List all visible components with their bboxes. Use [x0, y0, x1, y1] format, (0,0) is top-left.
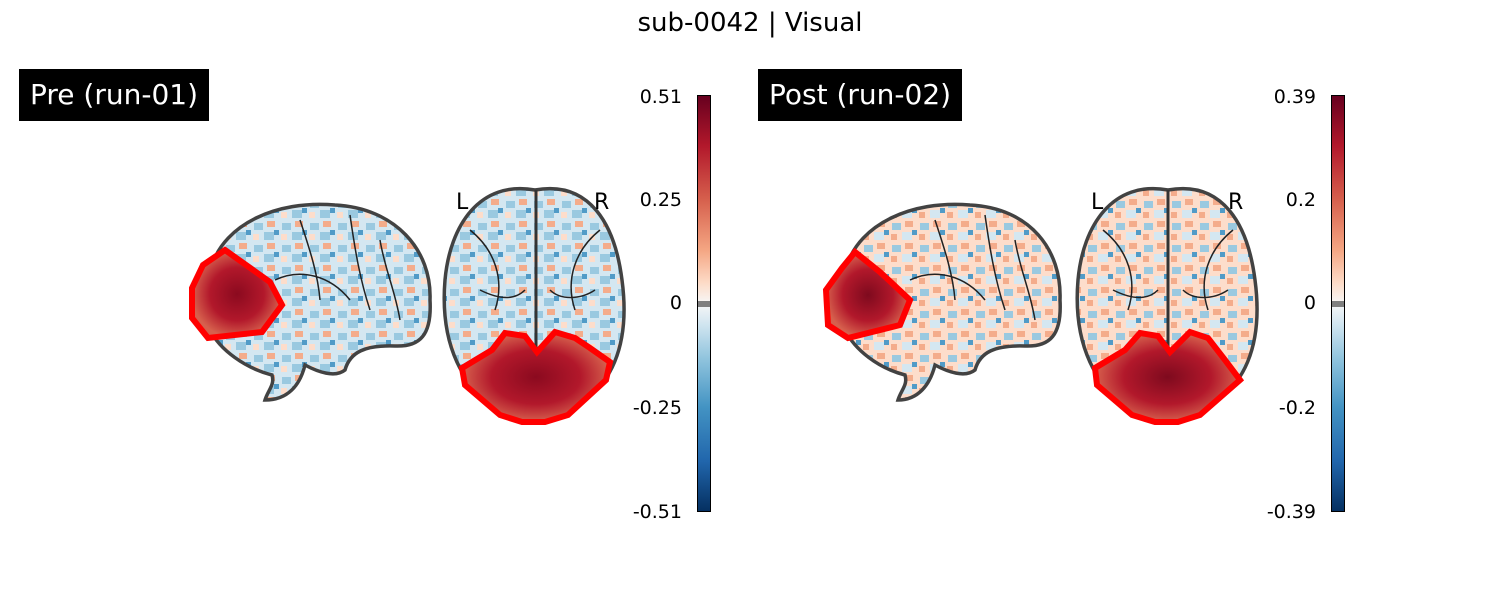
sagittal-view [822, 202, 1062, 402]
colorbar-tick: -0.25 [632, 397, 682, 419]
colorbar-threshold [1332, 301, 1344, 307]
glass-brain-views [189, 186, 626, 425]
colorbar-tick: -0.39 [1266, 501, 1316, 523]
glass-brain-views [822, 186, 1259, 425]
colorbar-tick: 0.39 [1273, 86, 1316, 108]
axial-view [1075, 186, 1259, 425]
orientation-right: R [594, 190, 610, 215]
colorbar-tick: 0 [669, 292, 682, 314]
sagittal-view [189, 202, 432, 402]
panel-pre: Pre (run-01) [19, 69, 711, 523]
colorbar-tick: 0.25 [639, 189, 682, 211]
orientation-right: R [1228, 190, 1244, 215]
orientation-left: L [456, 190, 469, 215]
figure-title: sub-0042 | Visual [637, 8, 863, 38]
colorbar-tick: -0.2 [1278, 397, 1316, 419]
orientation-left: L [1091, 190, 1104, 215]
panel-label: Pre (run-01) [19, 69, 209, 121]
colorbar-tick: 0.2 [1285, 189, 1316, 211]
axial-view [442, 186, 626, 425]
colorbar-tick: 0.51 [639, 86, 682, 108]
colorbar-tick: 0 [1303, 292, 1316, 314]
panel-post: Post (run-02) [750, 0, 1500, 600]
colorbar-tick: -0.51 [632, 501, 682, 523]
panel-label: Post (run-02) [758, 69, 963, 121]
colorbar-threshold [698, 301, 710, 307]
